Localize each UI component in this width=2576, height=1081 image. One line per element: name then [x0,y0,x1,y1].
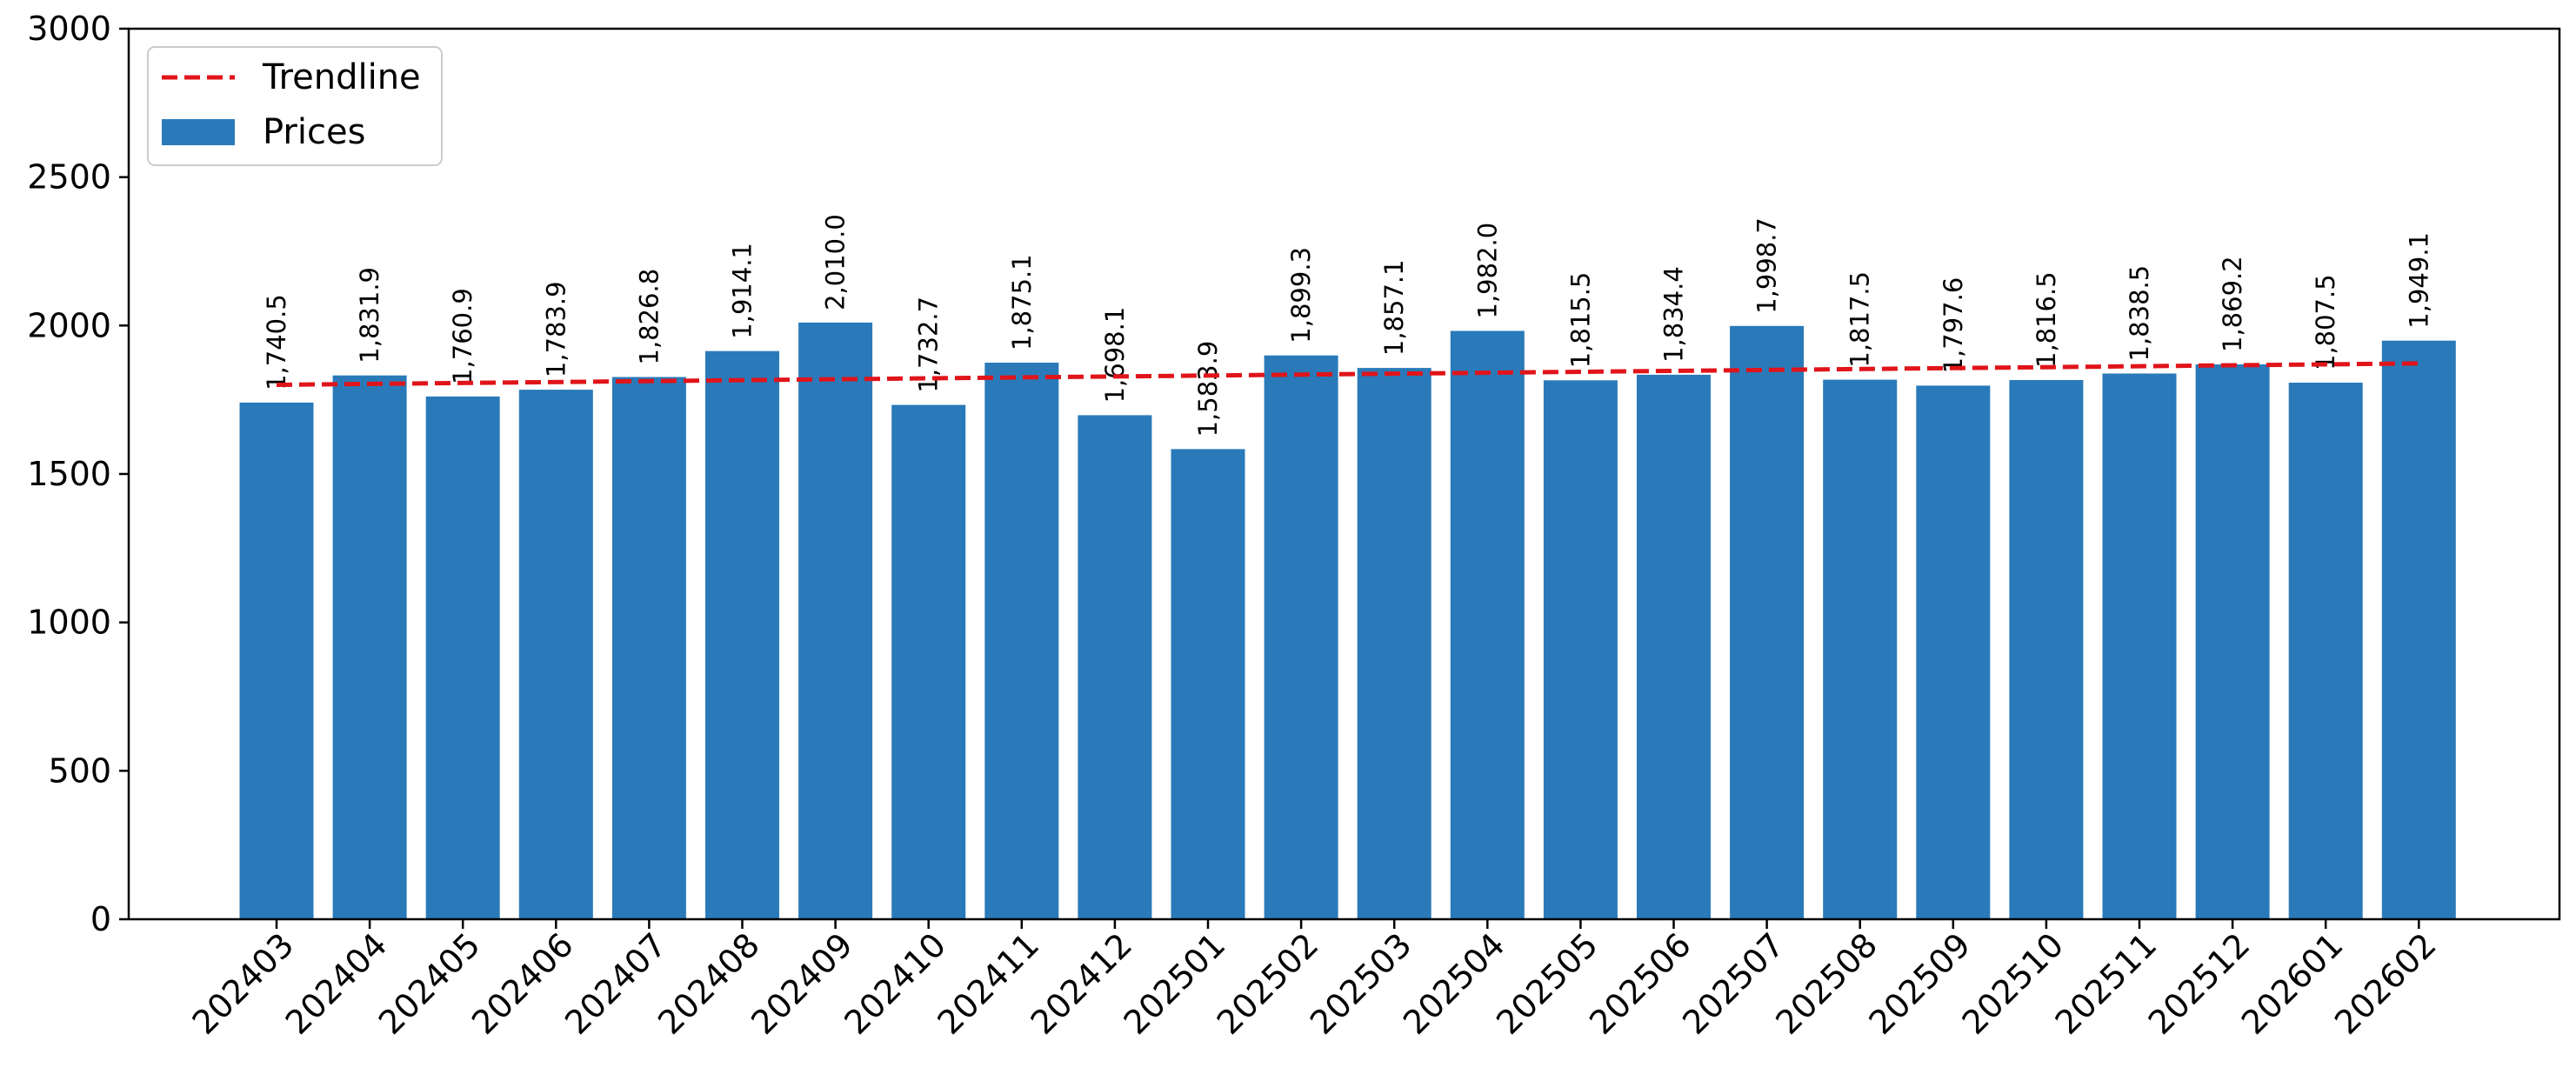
x-tick-label-202507: 202507 [1675,925,1792,1042]
data-label-202506: 1,834.4 [1659,266,1689,363]
data-label-202411: 1,875.1 [1007,254,1037,350]
bar-202509 [1916,385,1991,919]
x-tick-label-202411: 202411 [930,925,1046,1042]
x-tick-label-202407: 202407 [557,925,674,1042]
trendline-layer [276,361,2419,387]
data-label-202501: 1,583.9 [1193,341,1223,437]
bar-202408 [705,350,779,919]
bar-202403 [239,402,314,919]
x-tick-label-202408: 202408 [651,925,767,1042]
data-label-202407: 1,826.8 [634,269,664,365]
x-tick-label-202503: 202503 [1303,925,1419,1042]
x-tick-label-202508: 202508 [1768,925,1885,1042]
bar-202602 [2381,340,2456,919]
bar-202504 [1450,330,1525,919]
bars-layer [239,322,2456,920]
bar-202409 [798,322,873,919]
legend-prices-swatch [162,119,235,145]
bar-202405 [425,396,500,919]
bar-202411 [984,363,1059,919]
x-tick-label-202412: 202412 [1024,925,1140,1042]
data-label-202405: 1,760.9 [448,288,477,384]
data-label-202502: 1,899.3 [1286,247,1316,344]
y-axis: 0 500 1000 1500 2000 2500 3000 [27,10,129,938]
x-tick-label-202601: 202601 [2234,925,2351,1042]
legend-label-trendline: Trendline [262,57,421,97]
data-label-202404: 1,831.9 [355,267,384,364]
bar-202406 [518,390,593,920]
data-label-202503: 1,857.1 [1379,259,1409,356]
bar-202412 [1078,415,1152,919]
data-label-202412: 1,698.1 [1100,307,1130,404]
x-tick-label-202511: 202511 [2048,925,2165,1042]
plot-frame [127,27,2561,921]
x-tick-label-202504: 202504 [1396,925,1512,1042]
x-axis: 2024032024042024052024062024072024082024… [185,919,2444,1042]
x-tick-label-202509: 202509 [1861,925,1978,1042]
data-labels-layer: 1,740.5 1,831.9 1,760.9 1,783.9 1,826.8 1,914… [262,214,2433,437]
data-label-202409: 2,010.0 [821,214,851,310]
legend-label-prices: Prices [263,112,365,152]
data-label-202408: 1,914.1 [728,243,757,339]
y-tick-label-500: 500 [48,751,111,790]
y-tick-label-1000: 1000 [27,604,111,642]
bar-202407 [611,377,686,919]
x-tick-label-202410: 202410 [837,925,953,1042]
bar-202505 [1543,380,1618,919]
data-label-202504: 1,982.0 [1472,223,1502,319]
y-tick-label-3000: 3000 [27,10,111,48]
x-tick-label-202506: 202506 [1582,925,1698,1042]
x-tick-label-202512: 202512 [2141,925,2258,1042]
bar-202510 [2009,380,2084,919]
data-label-202406: 1,783.9 [541,281,571,377]
x-tick-label-202403: 202403 [185,925,302,1042]
bar-202501 [1171,449,1245,919]
x-tick-label-202405: 202405 [371,925,488,1042]
legend: Trendline Prices [147,46,443,166]
bar-202507 [1730,325,1805,919]
data-label-202507: 1,998.7 [1752,217,1782,314]
x-tick-label-202602: 202602 [2327,925,2444,1042]
x-tick-label-202404: 202404 [278,925,395,1042]
x-tick-label-202406: 202406 [464,925,581,1042]
data-label-202403: 1,740.5 [262,294,291,390]
data-label-202508: 1,817.5 [1845,271,1875,368]
bar-202511 [2102,373,2177,919]
x-tick-label-202505: 202505 [1489,925,1605,1042]
y-tick-label-2500: 2500 [27,158,111,197]
x-tick-label-202501: 202501 [1117,925,1233,1042]
x-tick-label-202409: 202409 [744,925,860,1042]
bar-202503 [1357,368,1431,920]
data-label-202509: 1,797.6 [1939,277,1968,374]
data-label-202511: 1,838.5 [2125,265,2154,362]
trendline [276,361,2419,387]
y-tick-label-1500: 1500 [27,455,111,493]
x-tick-label-202510: 202510 [1955,925,2072,1042]
bar-202508 [1823,379,1898,920]
bar-202506 [1637,374,1711,919]
data-label-202602: 1,949.1 [2404,232,2433,329]
bar-202512 [2195,364,2270,919]
data-label-202601: 1,807.5 [2311,274,2340,370]
bar-202404 [332,375,407,919]
x-tick-label-202502: 202502 [1210,925,1326,1042]
data-label-202512: 1,869.2 [2218,256,2247,352]
y-tick-label-0: 0 [90,900,111,938]
y-tick-label-2000: 2000 [27,306,111,344]
bar-202410 [891,404,966,920]
data-label-202505: 1,815.5 [1565,272,1595,369]
data-label-202510: 1,816.5 [2032,271,2061,368]
bar-202502 [1264,355,1338,919]
bar-202601 [2288,383,2363,919]
